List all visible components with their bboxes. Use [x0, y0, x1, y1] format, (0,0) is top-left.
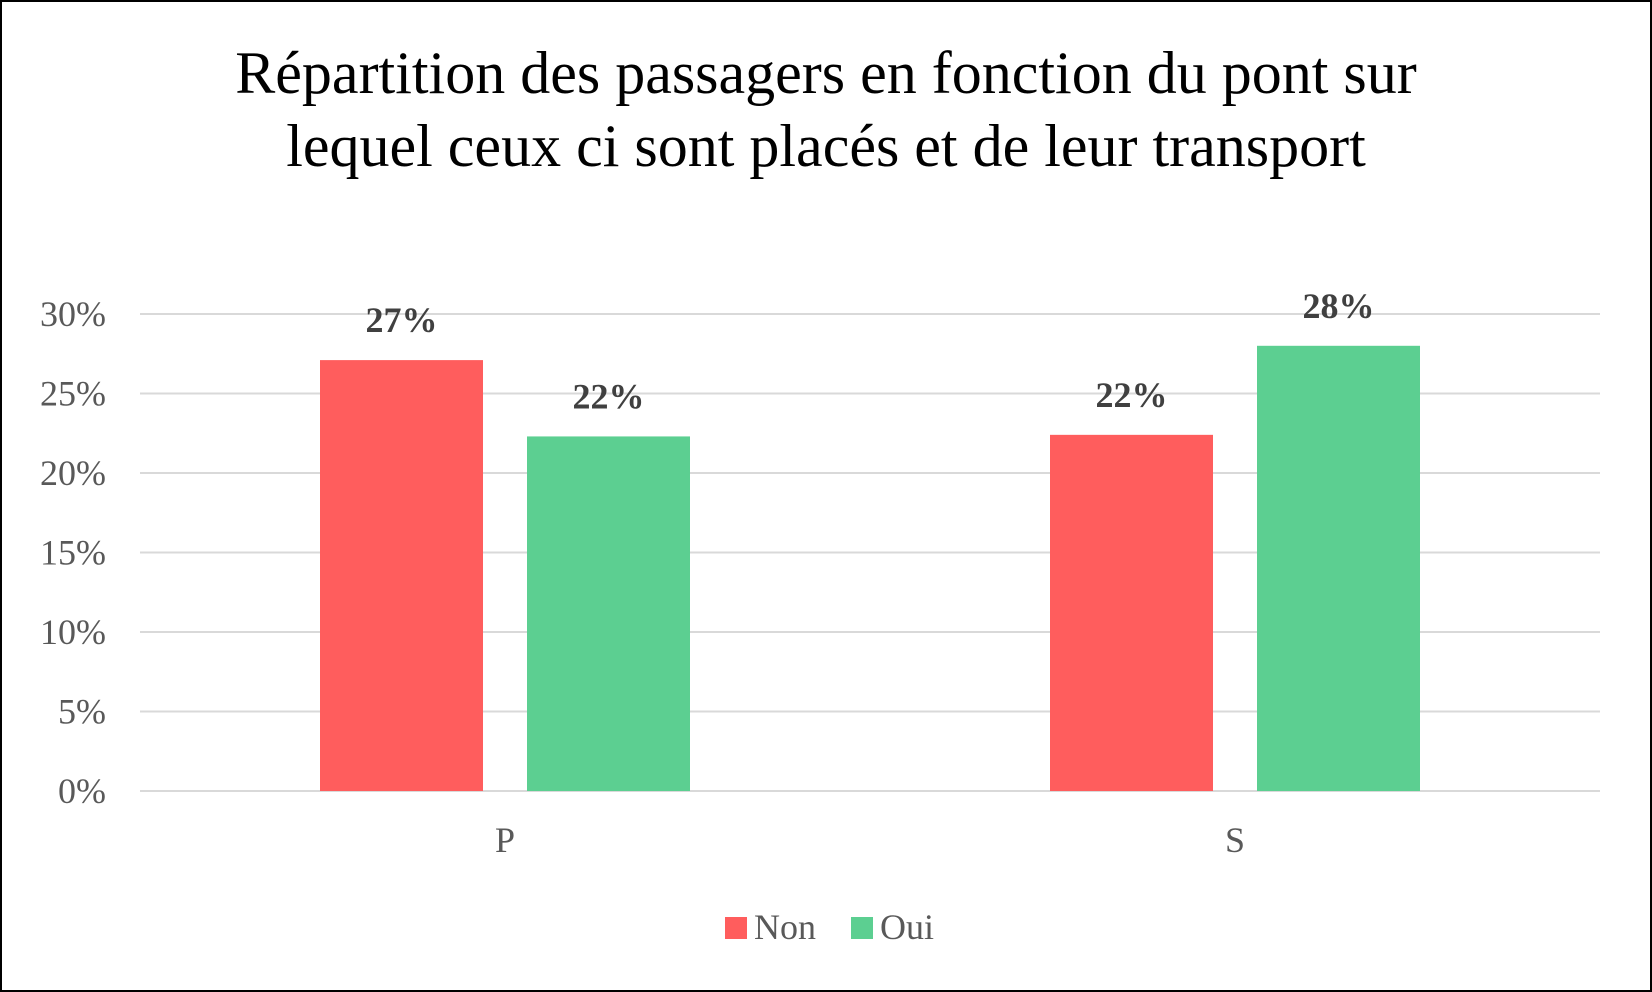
chart-title-line-2: lequel ceux ci sont placés et de leur tr…: [286, 113, 1366, 179]
legend: Non Oui: [725, 907, 934, 947]
chart-title: Répartition des passagers en fonction du…: [235, 40, 1416, 179]
bars: [320, 345, 1420, 791]
bar-non-p: [320, 360, 483, 791]
legend-label-non: Non: [754, 907, 816, 947]
data-label-non-p: 27%: [366, 300, 438, 340]
y-tick-label: 15%: [40, 533, 106, 573]
y-tick-label: 0%: [58, 771, 106, 811]
bar-oui-s: [1257, 345, 1420, 791]
chart-title-line-1: Répartition des passagers en fonction du…: [235, 40, 1416, 106]
bar-oui-p: [527, 436, 690, 791]
y-tick-label: 5%: [58, 692, 106, 732]
data-label-non-s: 22%: [1096, 375, 1168, 415]
data-label-oui-p: 22%: [573, 376, 645, 416]
legend-swatch-non: [725, 917, 747, 939]
y-axis-ticks: 0% 5% 10% 15% 20% 25% 30%: [40, 294, 106, 811]
legend-swatch-oui: [851, 917, 873, 939]
y-tick-label: 20%: [40, 453, 106, 493]
y-tick-label: 25%: [40, 374, 106, 414]
bar-non-s: [1050, 434, 1213, 791]
data-labels: 27% 22% 22% 28%: [366, 286, 1375, 417]
legend-label-oui: Oui: [880, 907, 934, 947]
x-tick-label: P: [495, 820, 515, 860]
y-tick-label: 30%: [40, 294, 106, 334]
x-tick-label: S: [1225, 820, 1245, 860]
data-label-oui-s: 28%: [1303, 286, 1375, 326]
y-tick-label: 10%: [40, 612, 106, 652]
